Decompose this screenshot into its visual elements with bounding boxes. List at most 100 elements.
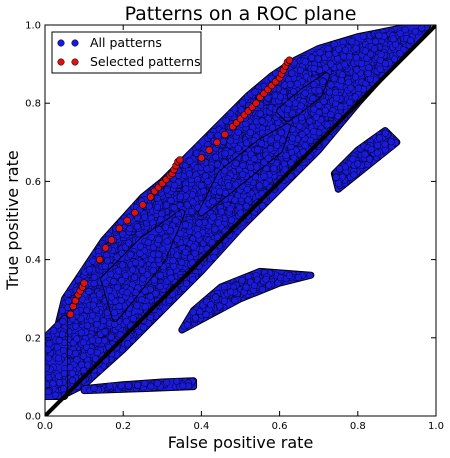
all-patterns-point: [306, 117, 314, 125]
all-patterns-point: [227, 288, 235, 296]
all-patterns-point: [79, 352, 87, 360]
all-patterns-point: [59, 317, 67, 325]
all-patterns-point: [123, 289, 131, 297]
legend-marker-all-patterns-2: [71, 39, 79, 47]
all-patterns-point: [332, 173, 340, 181]
all-patterns-point: [73, 308, 81, 316]
all-patterns-point: [260, 172, 268, 180]
all-patterns-point: [141, 303, 149, 311]
all-patterns-point: [381, 140, 389, 148]
all-patterns-point: [129, 266, 137, 274]
all-patterns-point: [196, 307, 204, 316]
all-patterns-point: [190, 243, 198, 251]
all-patterns-point: [310, 64, 318, 72]
all-patterns-point: [129, 314, 137, 323]
all-patterns-point: [189, 276, 197, 284]
all-patterns-point: [111, 320, 119, 328]
all-patterns-point: [176, 193, 184, 201]
all-patterns-point: [189, 198, 197, 206]
x-tick-label: 1.0: [428, 421, 444, 432]
all-patterns-point: [285, 99, 293, 107]
all-patterns-point: [312, 113, 320, 121]
all-patterns-point: [220, 297, 228, 305]
all-patterns-point: [367, 145, 375, 153]
all-patterns-point: [374, 141, 382, 150]
all-patterns-point: [377, 51, 385, 59]
all-patterns-point: [107, 293, 115, 301]
selected-pattern-point: [252, 99, 260, 107]
selected-pattern-point: [139, 201, 147, 209]
all-patterns-point: [83, 343, 91, 351]
all-patterns-point: [182, 279, 190, 288]
all-patterns-point: [113, 283, 121, 292]
all-patterns-point: [140, 324, 148, 332]
all-patterns-point: [231, 296, 239, 304]
all-patterns-point: [107, 270, 115, 278]
all-patterns-point: [90, 280, 98, 288]
y-tick-label: 0.8: [25, 99, 41, 110]
all-patterns-point: [375, 31, 383, 39]
all-patterns-point: [209, 197, 217, 206]
all-patterns-point: [122, 272, 130, 280]
all-patterns-point: [213, 160, 221, 168]
all-patterns-point: [293, 80, 301, 88]
all-patterns-point: [89, 301, 97, 309]
all-patterns-point: [45, 354, 53, 362]
selected-pattern-point: [213, 138, 221, 147]
all-patterns-point: [351, 93, 359, 101]
all-patterns-point: [390, 55, 399, 63]
all-patterns-point: [359, 32, 367, 40]
all-patterns-point: [212, 153, 220, 161]
all-patterns-cluster-4: [178, 267, 315, 334]
all-patterns-point: [163, 186, 171, 194]
all-patterns-point: [167, 196, 175, 205]
all-patterns-point: [93, 348, 101, 357]
all-patterns-point: [186, 157, 194, 165]
all-patterns-point: [337, 103, 345, 111]
all-patterns-point: [270, 165, 278, 173]
all-patterns-point: [301, 89, 309, 97]
all-patterns-cluster-6: [80, 377, 198, 395]
all-patterns-point: [181, 221, 190, 229]
all-patterns-point: [375, 134, 383, 142]
all-patterns-point: [173, 377, 181, 385]
all-patterns-point: [376, 65, 384, 73]
all-patterns-point: [156, 283, 164, 291]
plot-area: [45, 25, 436, 416]
all-patterns-point: [381, 129, 389, 137]
selected-pattern-point: [95, 255, 104, 264]
all-patterns-point: [122, 317, 130, 326]
all-patterns-point: [288, 69, 296, 77]
legend-marker-selected-patterns-2: [71, 58, 79, 66]
all-patterns-point: [64, 290, 72, 298]
all-patterns-point: [309, 94, 317, 102]
all-patterns-point: [45, 388, 52, 396]
all-patterns-point: [340, 61, 348, 69]
all-patterns-point: [295, 165, 303, 173]
all-patterns-point: [246, 129, 254, 137]
all-patterns-point: [208, 239, 216, 247]
all-patterns-point: [327, 111, 335, 119]
all-patterns-point: [64, 297, 72, 305]
all-patterns-point: [138, 266, 147, 274]
all-patterns-point: [297, 102, 305, 110]
selected-pattern-point: [123, 216, 131, 225]
all-patterns-point: [289, 134, 297, 142]
selected-pattern-point: [197, 154, 206, 162]
all-patterns-point: [258, 117, 266, 125]
all-patterns-point: [149, 266, 157, 275]
all-patterns-cluster-2: [197, 123, 291, 217]
all-patterns-point: [349, 155, 357, 163]
all-patterns-point: [92, 355, 100, 363]
all-patterns-point: [226, 205, 234, 213]
all-patterns-point: [141, 379, 149, 387]
all-patterns-point: [169, 257, 177, 265]
all-patterns-point: [347, 84, 355, 92]
all-patterns-point: [267, 145, 275, 153]
all-patterns-point: [88, 336, 97, 344]
all-patterns-point: [211, 225, 219, 233]
all-patterns-point: [146, 313, 155, 322]
all-patterns-point: [102, 279, 110, 287]
all-patterns-point: [268, 124, 277, 132]
